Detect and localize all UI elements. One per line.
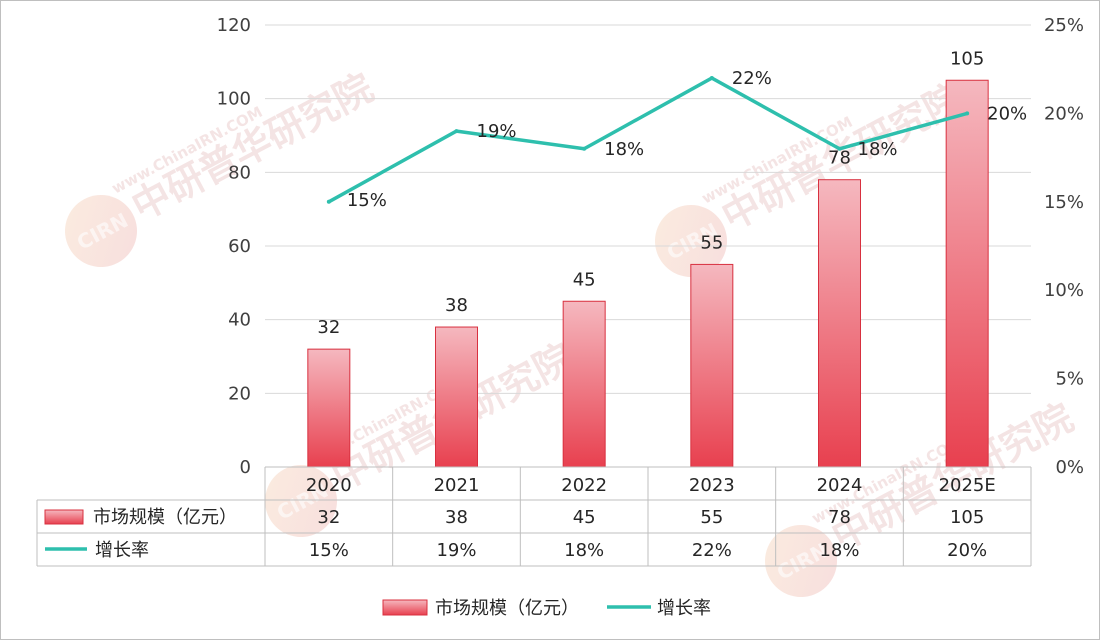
gridlines [265,24,1031,394]
watermark-name: 中研普华研究院 [125,65,381,229]
line-point [454,129,459,134]
growth-line [327,76,968,204]
line-series: 15% 19% 18% 22% 18% 20% [326,68,1027,211]
y-left-tick-label: 120 [217,15,251,36]
data-table: 2020 2021 2022 2023 2024 2025E 市场规模（亿元） 32 38 45 5… [36,466,1032,567]
x-category-label: 2021 [434,475,480,496]
y-right-tick-label: 20% [1044,103,1084,124]
bar [307,348,351,468]
x-category-label: 2020 [306,475,352,496]
bar-series: 32 38 45 55 78 105 [307,48,989,468]
bar-value-label: 45 [573,269,596,290]
table-cell: 18% [819,540,859,561]
watermark-logo-icon [65,195,137,267]
table-cell: 20% [947,540,987,561]
bar-value-label: 55 [700,232,723,253]
y-right-tick-label: 15% [1044,192,1084,213]
y-right-tick-label: 25% [1044,15,1084,36]
line-value-label: 20% [987,103,1027,124]
table-cell: 45 [573,507,596,528]
table-row-label: 增长率 [95,540,149,561]
table-cell: 18% [564,540,604,561]
x-category-label: 2022 [561,475,607,496]
table-cell: 19% [436,540,476,561]
bar [562,300,606,468]
table-cell: 38 [445,507,468,528]
table-row-label: 市场规模（亿元） [93,507,237,528]
x-category-label: 2024 [817,475,863,496]
line-point [837,146,842,151]
y-right-tick-label: 0% [1055,457,1084,478]
watermark-logo-icon [765,525,837,597]
line-point [326,199,331,204]
line-point [709,76,714,81]
table-cell: 55 [700,507,723,528]
line-value-label: 18% [604,139,644,160]
bar [435,326,478,468]
bar [690,263,734,468]
line-point [965,111,970,116]
y-left-tick-label: 100 [217,89,251,110]
y-right-tick-label: 5% [1055,369,1084,390]
bar-value-label: 38 [445,295,468,316]
x-category-label: 2025E [939,475,996,496]
y-left-tick-label: 80 [228,162,251,183]
bar-value-label: 105 [950,48,984,69]
y-left-tick-label: 0 [240,457,251,478]
line-value-label: 15% [347,190,387,211]
table-bar-key-icon [44,509,84,525]
y-left-tick-label: 40 [228,310,251,331]
table-cell: 22% [692,540,732,561]
legend-line-label: 增长率 [657,598,711,619]
bar-value-label: 32 [317,317,340,338]
line-value-label: 22% [732,68,772,89]
watermark-logo-icon [265,465,337,537]
y-left-tick-label: 60 [228,236,251,257]
table-cell: 78 [828,507,851,528]
bar [945,79,989,468]
table-cell: 15% [309,540,349,561]
line-value-label: 19% [477,121,517,142]
y-right-tick-label: 10% [1044,280,1084,301]
table-cell: 105 [950,507,984,528]
axes: 0 20 40 60 80 100 120 0% 5% 10% 15% 20% 25% [217,15,1084,478]
legend-bar-icon [382,599,428,616]
table-cell: 32 [317,507,340,528]
line-point [582,146,587,151]
bar-value-label: 78 [828,148,851,169]
bar [818,179,861,468]
x-category-label: 2023 [689,475,735,496]
watermark-logo-icon [655,205,727,277]
legend: 市场规模（亿元） 增长率 [382,598,711,619]
y-left-tick-label: 20 [228,383,251,404]
line-value-label: 18% [858,139,898,160]
legend-bar-label: 市场规模（亿元） [435,598,579,619]
